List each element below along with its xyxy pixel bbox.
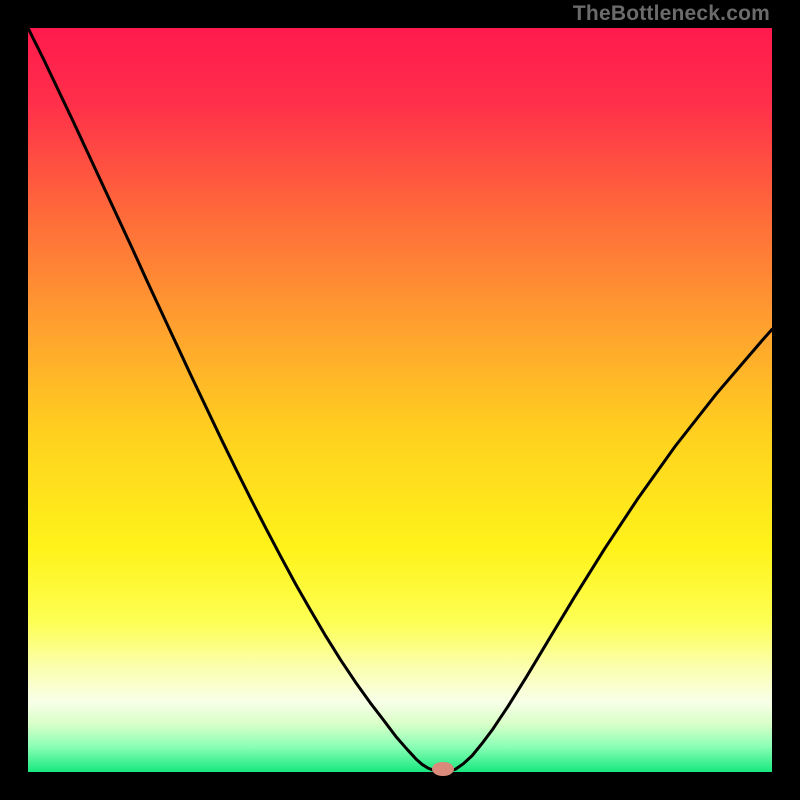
watermark-text: TheBottleneck.com: [573, 2, 770, 26]
curve-layer: [28, 28, 772, 772]
plot-area: [28, 28, 772, 772]
chart-frame: { "watermark": { "text": "TheBottleneck.…: [0, 0, 800, 800]
bottleneck-curve: [28, 28, 772, 771]
min-marker: [432, 762, 454, 775]
